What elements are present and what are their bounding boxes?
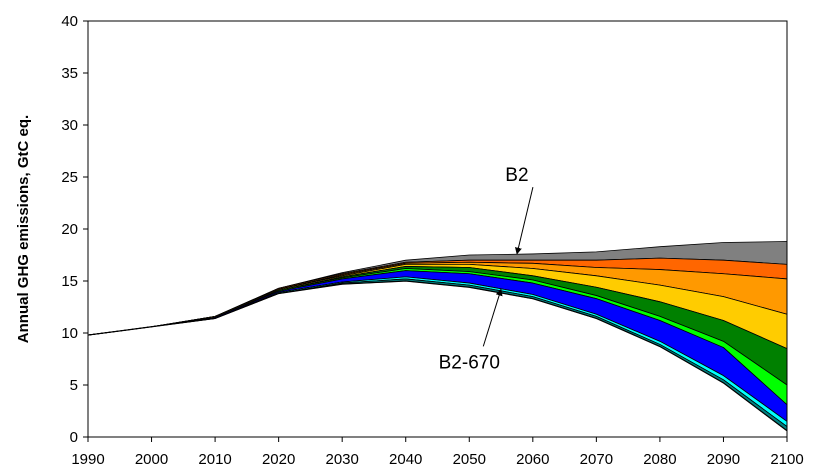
x-tick-label: 2000 — [135, 451, 168, 468]
x-tick-label: 2060 — [516, 451, 549, 468]
baseline-line — [87, 280, 788, 432]
x-tick-label: 2010 — [198, 451, 231, 468]
x-tick-label: 2070 — [580, 451, 613, 468]
plot-frame — [87, 20, 788, 438]
y-tick-label: 15 — [61, 273, 78, 290]
x-tick-label: 2090 — [707, 451, 740, 468]
y-axis-label: Annual GHG emissions, GtC eq. — [15, 115, 32, 343]
axes — [83, 20, 788, 442]
y-tick-label: 40 — [61, 13, 78, 30]
area-bands — [87, 241, 788, 432]
y-tick-label: 0 — [70, 429, 78, 446]
y-tick-label: 35 — [61, 65, 78, 82]
x-tick-labels: 1990 2000 2010 2020 2030 2040 2050 2060 2070 2080… — [71, 451, 803, 468]
annotation-arrow-2 — [482, 288, 503, 347]
x-tick-label: 2050 — [453, 451, 486, 468]
annotations: B2 B2-670 — [439, 165, 534, 373]
y-tick-label: 5 — [70, 377, 78, 394]
y-tick-labels: 0 5 10 15 20 25 30 35 40 — [61, 13, 78, 446]
x-tick-label: 2030 — [325, 451, 358, 468]
annotation-label-2: B2-670 — [439, 352, 500, 373]
y-tick-label: 10 — [61, 325, 78, 342]
annotation-arrow-1 — [514, 187, 534, 255]
x-tick-label: 1990 — [71, 451, 104, 468]
y-tick-label: 30 — [61, 117, 78, 134]
x-tick-label: 2040 — [389, 451, 422, 468]
x-tick-label: 2080 — [643, 451, 676, 468]
y-tick-label: 25 — [61, 169, 78, 186]
y-tick-label: 20 — [61, 221, 78, 238]
x-tick-label: 2020 — [262, 451, 295, 468]
x-tick-label: 2100 — [770, 451, 803, 468]
annotation-label-1: B2 — [505, 165, 528, 186]
